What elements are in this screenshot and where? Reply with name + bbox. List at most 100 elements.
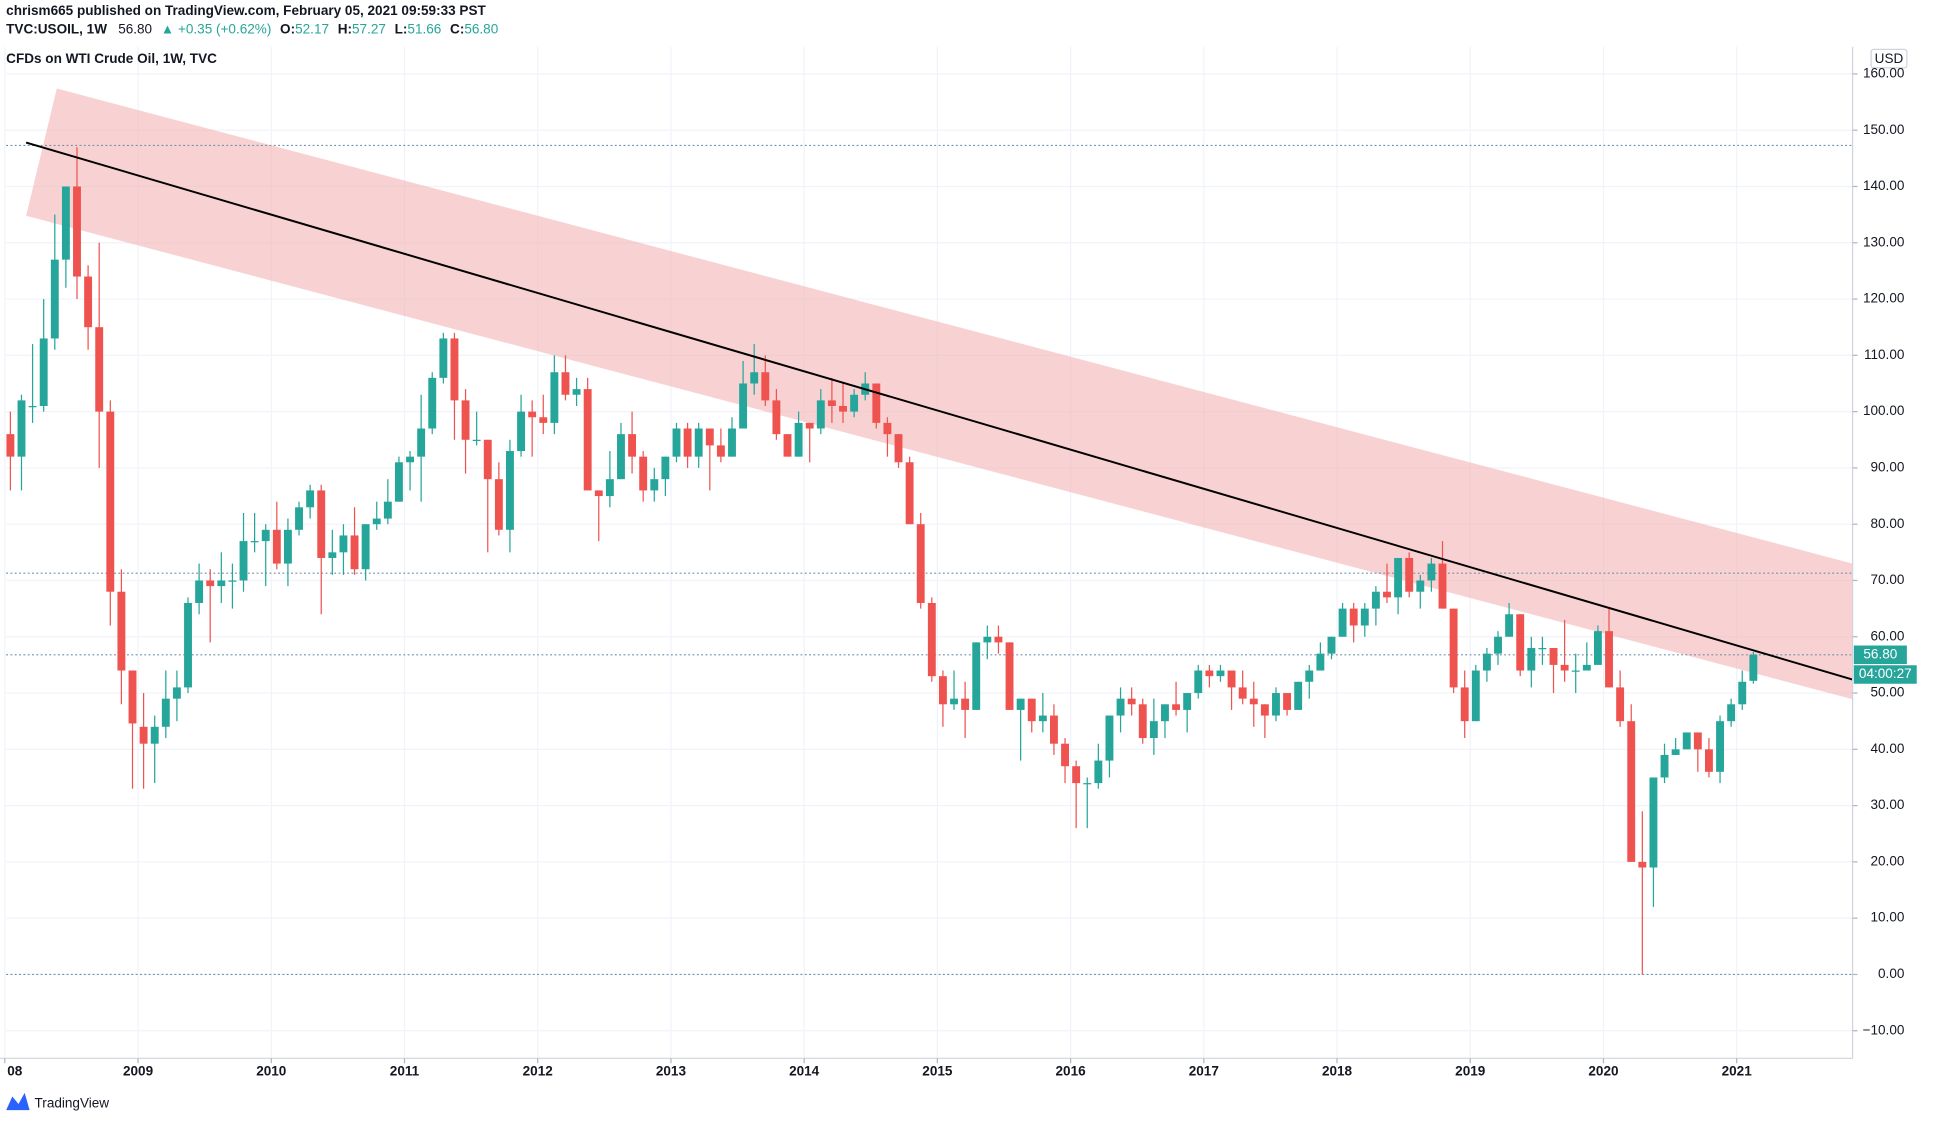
candle-body	[539, 417, 548, 423]
candle-body	[1283, 693, 1292, 710]
candle-body	[916, 524, 925, 603]
trendline	[25, 141, 1853, 681]
candle-body	[1371, 591, 1380, 609]
candle-body	[1505, 614, 1514, 637]
y-tick-label: 10.00	[1870, 910, 1904, 925]
candle-body	[1593, 631, 1602, 665]
candle-body	[816, 400, 825, 429]
candle-body	[794, 422, 803, 457]
x-tick-label: 2014	[789, 1063, 820, 1078]
candle-body	[372, 518, 381, 525]
candle-body	[28, 405, 37, 408]
candle-body	[217, 580, 226, 587]
candle-body	[1716, 721, 1724, 772]
candle-body	[1438, 563, 1447, 609]
ohlc-value: 57.27	[352, 21, 386, 36]
candle-body	[1538, 648, 1547, 650]
x-tick-label: 2013	[656, 1063, 687, 1078]
candle-body	[661, 456, 670, 480]
candle-body	[1649, 777, 1658, 868]
candle-body	[73, 186, 81, 277]
candle-body	[1560, 664, 1569, 671]
candle-body	[528, 411, 537, 418]
candle-body	[594, 490, 603, 497]
candle-body	[694, 428, 703, 457]
candle-body	[383, 501, 392, 519]
candle-body	[394, 462, 403, 502]
candle-body	[639, 456, 648, 491]
candle-body	[617, 434, 625, 480]
candle-body	[1471, 670, 1480, 722]
ohlc-label: H:	[338, 21, 352, 36]
candle-body	[1494, 636, 1502, 654]
y-tick-label: 120.00	[1863, 291, 1904, 306]
candle-body	[872, 383, 881, 423]
ohlc-label: O:	[280, 21, 295, 36]
x-tick-label: 08	[7, 1063, 23, 1078]
y-tick-label: 40.00	[1870, 741, 1904, 756]
ohlc-label: C:	[450, 21, 464, 36]
ohlc-label: L:	[395, 21, 408, 36]
candle-body	[261, 529, 270, 542]
candle-body	[1427, 563, 1436, 581]
brand-logo	[6, 1092, 30, 1111]
currency: USD	[1875, 51, 1904, 66]
candle-body	[894, 434, 903, 463]
x-tick-label: 2012	[523, 1063, 553, 1078]
candle-body	[561, 372, 570, 395]
candle-body	[783, 434, 792, 457]
price: 56.80	[118, 21, 152, 36]
candle-body	[1394, 557, 1403, 598]
candle-body	[572, 389, 581, 395]
candle-body	[1360, 608, 1369, 626]
channel	[26, 88, 1853, 700]
candle-body	[1072, 766, 1081, 784]
candle-body	[1049, 715, 1058, 744]
y-tick-label: 100.00	[1863, 403, 1904, 418]
candle-body	[1727, 704, 1736, 722]
candle-body	[483, 439, 492, 480]
candle-body	[250, 541, 259, 543]
candle-body	[994, 636, 1003, 643]
candle-body	[728, 428, 736, 457]
candle-body	[1571, 670, 1580, 672]
x-tick-label: 2011	[390, 1063, 420, 1078]
y-tick-label: 60.00	[1870, 628, 1904, 643]
candle-body	[1305, 670, 1314, 682]
candle-body	[1516, 614, 1525, 671]
candle-body	[1038, 715, 1047, 722]
candle-body	[827, 400, 836, 406]
last-price-label: 56.80	[1863, 646, 1897, 661]
candle-body	[195, 580, 204, 603]
y-tick-label: 80.00	[1870, 516, 1904, 531]
candle-body	[139, 726, 148, 744]
candle-body	[950, 698, 958, 705]
brand: TradingView	[6, 1092, 110, 1111]
y-tick-label: 130.00	[1863, 234, 1904, 249]
countdown-box	[1853, 665, 1917, 684]
change: ▲ +0.35 (+0.62%)	[161, 21, 272, 36]
candle-body	[1194, 670, 1203, 694]
candle-body	[1549, 648, 1558, 665]
brand-name: TradingView	[35, 1096, 110, 1111]
candle-body	[361, 524, 370, 570]
candle-body	[84, 276, 93, 328]
candle-body	[1127, 698, 1136, 705]
candle-body	[1660, 754, 1669, 778]
candle-body	[239, 541, 248, 581]
candle-body	[938, 676, 947, 705]
x-tick-label: 2018	[1322, 1063, 1353, 1078]
candle-body	[1405, 557, 1414, 592]
candle-body	[1016, 698, 1025, 710]
candle-body	[406, 456, 414, 463]
y-tick-label: 160.00	[1863, 66, 1904, 81]
candle-body	[172, 687, 181, 699]
candle-body	[450, 338, 459, 401]
candle-body	[1671, 749, 1680, 755]
candle-body	[61, 186, 70, 260]
chart-title: CFDs on WTI Crude Oil, 1W, TVC	[6, 51, 217, 66]
candle-body	[927, 602, 936, 677]
candle-body	[184, 602, 192, 688]
candle-body	[1605, 631, 1613, 688]
candle-body	[1449, 608, 1458, 688]
